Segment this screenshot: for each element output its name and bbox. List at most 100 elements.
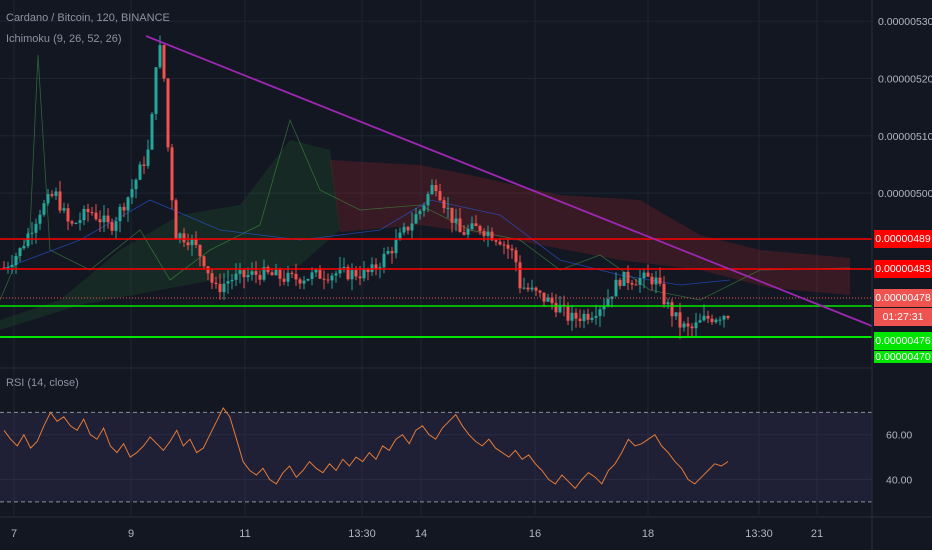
candle-body bbox=[638, 278, 642, 285]
cloud-bearish bbox=[330, 160, 850, 295]
candle-body bbox=[42, 203, 46, 215]
candle-body bbox=[326, 279, 330, 281]
candle-body bbox=[342, 266, 346, 268]
candle-body bbox=[394, 239, 398, 254]
candle-body bbox=[514, 250, 518, 263]
candle-body bbox=[430, 185, 434, 195]
candle-body bbox=[506, 244, 510, 249]
candle-body bbox=[614, 279, 618, 297]
candle-body bbox=[302, 280, 306, 284]
candle-body bbox=[274, 269, 278, 276]
countdown-tag: 01:27:31 bbox=[874, 308, 932, 326]
candle-body bbox=[122, 206, 126, 211]
candle-body bbox=[686, 323, 690, 327]
candle-body bbox=[58, 191, 62, 211]
candle-body bbox=[66, 208, 70, 222]
candle-body bbox=[670, 302, 674, 317]
candle-body bbox=[322, 278, 326, 280]
candle-body bbox=[74, 223, 78, 225]
ichimoku-cloud bbox=[0, 140, 850, 330]
candle-body bbox=[258, 274, 262, 280]
candle-body bbox=[558, 304, 562, 313]
candle-body bbox=[294, 274, 298, 280]
candle-body bbox=[154, 67, 158, 114]
candle-body bbox=[674, 312, 678, 317]
candle-body bbox=[418, 210, 422, 215]
candle-body bbox=[106, 215, 110, 223]
ichimoku-lines bbox=[0, 54, 851, 301]
candle-body bbox=[306, 278, 310, 281]
candle-body bbox=[450, 207, 454, 223]
candle-body bbox=[358, 276, 362, 279]
candle-body bbox=[362, 269, 366, 279]
time-tick-label: 7 bbox=[11, 528, 17, 540]
time-tick-label: 16 bbox=[529, 528, 541, 540]
candle-body bbox=[414, 214, 418, 224]
candle-body bbox=[250, 271, 254, 275]
candle-body bbox=[426, 194, 430, 206]
candle-body bbox=[14, 255, 18, 266]
candle-body bbox=[194, 238, 198, 245]
candle-body bbox=[130, 189, 134, 198]
candle-body bbox=[542, 292, 546, 302]
candle-body bbox=[366, 269, 370, 273]
candle-body bbox=[706, 315, 710, 319]
candle-body bbox=[566, 305, 570, 321]
candle-body bbox=[86, 208, 90, 213]
candle-body bbox=[182, 233, 186, 243]
candle-body bbox=[694, 322, 698, 329]
candle-body bbox=[522, 287, 526, 289]
candle-body bbox=[642, 272, 646, 279]
candle-body bbox=[218, 283, 222, 293]
candle-body bbox=[590, 317, 594, 320]
candle-body bbox=[726, 316, 730, 319]
candle-body bbox=[466, 229, 470, 235]
candle-body bbox=[50, 194, 54, 196]
trendline[interactable] bbox=[145, 35, 873, 327]
candle-body bbox=[146, 149, 150, 166]
symbol-title: Cardano / Bitcoin, 120, BINANCE bbox=[6, 12, 170, 24]
candle-body bbox=[578, 318, 582, 322]
candle-body bbox=[286, 272, 290, 282]
candle-body bbox=[206, 266, 210, 274]
candle-body bbox=[382, 253, 386, 268]
candle-body bbox=[310, 272, 314, 279]
candle-body bbox=[438, 191, 442, 201]
price-tag-489: 0.00000489 bbox=[874, 230, 932, 248]
horizontal-levels[interactable] bbox=[0, 238, 872, 338]
candle-body bbox=[330, 275, 334, 281]
candle-body bbox=[538, 290, 542, 293]
candle-body bbox=[198, 244, 202, 257]
candle-body bbox=[390, 251, 394, 254]
candle-body bbox=[422, 205, 426, 211]
time-tick-label: 18 bbox=[642, 528, 654, 540]
candle-body bbox=[338, 267, 342, 274]
candle-body bbox=[246, 274, 250, 278]
candle-body bbox=[10, 265, 14, 267]
candle-body bbox=[702, 315, 706, 321]
candle-body bbox=[698, 320, 702, 323]
candle-body bbox=[454, 218, 458, 223]
price-tag-476: 0.00000476 bbox=[874, 332, 932, 350]
candle-body bbox=[282, 278, 286, 282]
price-tag-483: 0.00000483 bbox=[874, 260, 932, 278]
candle-body bbox=[662, 283, 666, 305]
time-tick-label: 21 bbox=[811, 528, 823, 540]
chikou-span bbox=[0, 54, 851, 301]
candle-body bbox=[530, 287, 534, 290]
candle-body bbox=[254, 271, 258, 275]
candle-body bbox=[494, 240, 498, 242]
candle-body bbox=[474, 223, 478, 227]
candle-body bbox=[554, 303, 558, 313]
candle-body bbox=[398, 232, 402, 240]
candle-body bbox=[714, 319, 718, 323]
candle-body bbox=[158, 45, 162, 68]
candlestick-series bbox=[2, 35, 730, 339]
candle-body bbox=[114, 221, 118, 231]
time-tick-label: 11 bbox=[239, 528, 250, 540]
candle-body bbox=[606, 298, 610, 307]
candle-body bbox=[38, 214, 42, 224]
candle-body bbox=[134, 179, 138, 190]
candle-body bbox=[602, 306, 606, 310]
